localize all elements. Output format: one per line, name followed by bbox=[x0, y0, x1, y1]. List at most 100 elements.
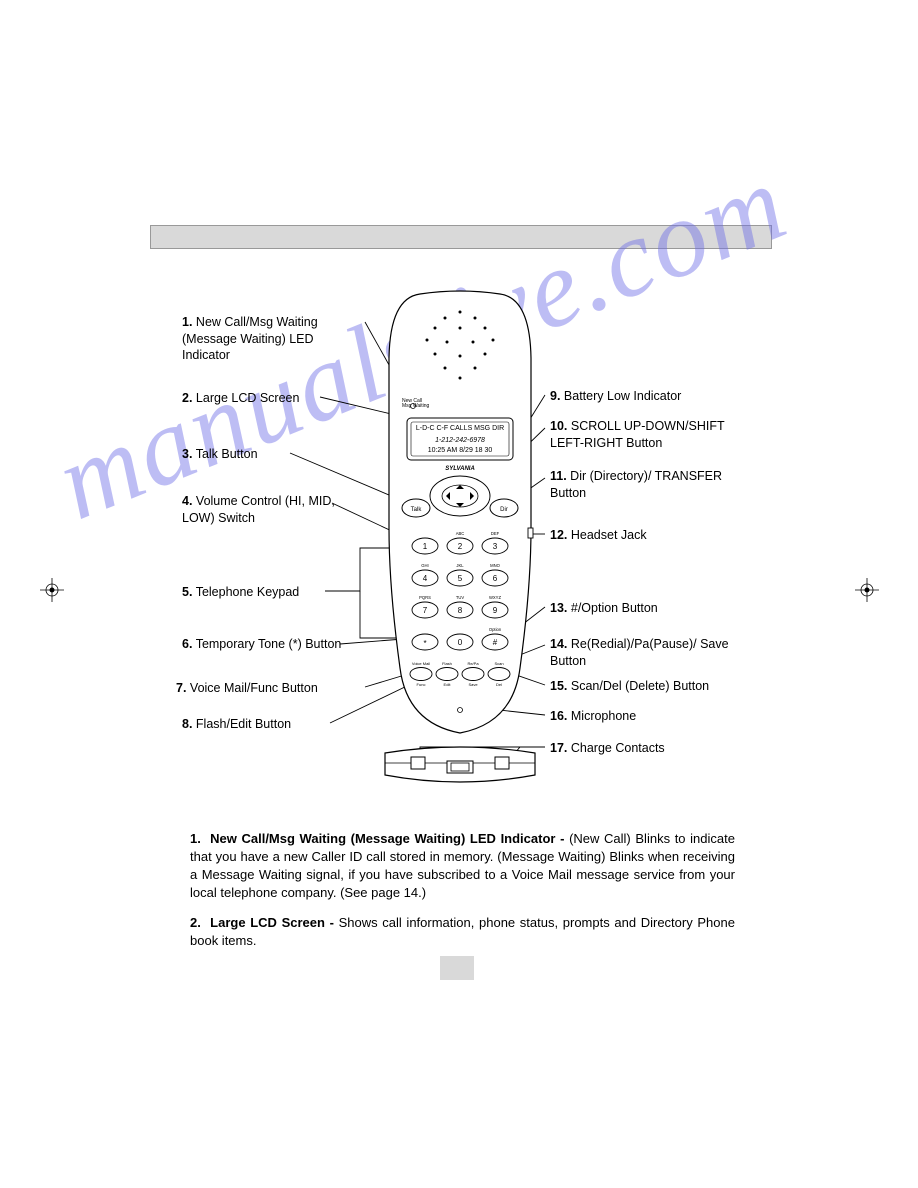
callout-14: 14. Re(Redial)/Pa(Pause)/ Save Button bbox=[550, 636, 760, 669]
callout-num: 15. bbox=[550, 679, 567, 693]
callout-text: Scan/Del (Delete) Button bbox=[571, 679, 709, 693]
svg-text:5: 5 bbox=[458, 574, 463, 583]
callout-num: 7. bbox=[176, 681, 186, 695]
talk-label: Talk bbox=[411, 507, 423, 513]
callout-num: 13. bbox=[550, 601, 567, 615]
callout-7: 7. Voice Mail/Func Button bbox=[176, 680, 366, 697]
callout-text: Dir (Directory)/ TRANSFER Button bbox=[550, 469, 722, 500]
lcd-bottom-line: 10:25 AM 8/29 18 30 bbox=[428, 447, 493, 454]
callout-num: 2. bbox=[182, 391, 192, 405]
callout-num: 8. bbox=[182, 717, 192, 731]
callout-15: 15. Scan/Del (Delete) Button bbox=[550, 678, 760, 695]
brand-label: SYLVANIA bbox=[445, 466, 475, 472]
svg-text:1: 1 bbox=[423, 542, 428, 551]
svg-text:#: # bbox=[493, 638, 498, 647]
desc-title: New Call/Msg Waiting (Message Waiting) L… bbox=[210, 831, 569, 846]
callout-17: 17. Charge Contacts bbox=[550, 740, 760, 757]
callout-10: 10. SCROLL UP-DOWN/SHIFT LEFT-RIGHT Butt… bbox=[550, 418, 760, 451]
callout-text: Talk Button bbox=[196, 447, 258, 461]
svg-text:7: 7 bbox=[423, 606, 428, 615]
desc-num: 2. bbox=[190, 915, 201, 930]
svg-text:Re/Pa: Re/Pa bbox=[467, 661, 479, 666]
callout-num: 4. bbox=[182, 494, 192, 508]
callout-text: Charge Contacts bbox=[571, 741, 665, 755]
callout-3: 3. Talk Button bbox=[182, 446, 362, 463]
callout-5: 5. Telephone Keypad bbox=[182, 584, 362, 601]
svg-text:MNO: MNO bbox=[490, 563, 501, 568]
callout-4: 4. Volume Control (HI, MID, LOW) Switch bbox=[182, 493, 362, 526]
svg-text:Option: Option bbox=[489, 627, 502, 632]
description-item-2: 2. Large LCD Screen - Shows call informa… bbox=[190, 914, 735, 950]
svg-text:4: 4 bbox=[423, 574, 428, 583]
callout-num: 9. bbox=[550, 389, 560, 403]
description-item-1: 1. New Call/Msg Waiting (Message Waiting… bbox=[190, 830, 735, 902]
callout-text: Flash/Edit Button bbox=[196, 717, 291, 731]
callout-1: 1. New Call/Msg Waiting (Message Waiting… bbox=[182, 314, 362, 364]
callout-9: 9. Battery Low Indicator bbox=[550, 388, 750, 405]
svg-text:0: 0 bbox=[458, 638, 463, 647]
svg-text:Del: Del bbox=[496, 682, 502, 687]
lcd-top-line: L-D-C C-F CALLS MSG DIR bbox=[416, 425, 504, 432]
callout-num: 17. bbox=[550, 741, 567, 755]
callout-12: 12. Headset Jack bbox=[550, 527, 760, 544]
callout-2: 2. Large LCD Screen bbox=[182, 390, 362, 407]
callout-text: Large LCD Screen bbox=[196, 391, 300, 405]
callout-text: SCROLL UP-DOWN/SHIFT LEFT-RIGHT Button bbox=[550, 419, 724, 450]
svg-text:2: 2 bbox=[458, 542, 463, 551]
callout-num: 6. bbox=[182, 637, 192, 651]
callout-num: 12. bbox=[550, 528, 567, 542]
header-bar bbox=[150, 225, 772, 249]
callout-num: 16. bbox=[550, 709, 567, 723]
callout-6: 6. Temporary Tone (*) Button bbox=[182, 636, 362, 653]
desc-title: Large LCD Screen - bbox=[210, 915, 338, 930]
desc-num: 1. bbox=[190, 831, 201, 846]
callout-num: 3. bbox=[182, 447, 192, 461]
svg-text:9: 9 bbox=[493, 606, 498, 615]
svg-text:Flash: Flash bbox=[442, 661, 452, 666]
svg-text:3: 3 bbox=[493, 542, 498, 551]
svg-text:TUV: TUV bbox=[456, 595, 465, 600]
callout-text: Volume Control (HI, MID, LOW) Switch bbox=[182, 494, 335, 525]
page-number-box bbox=[440, 956, 474, 980]
svg-text:*: * bbox=[423, 639, 426, 648]
callout-11: 11. Dir (Directory)/ TRANSFER Button bbox=[550, 468, 760, 501]
svg-text:GHI: GHI bbox=[421, 563, 428, 568]
registration-mark-left bbox=[40, 578, 64, 602]
callout-8: 8. Flash/Edit Button bbox=[182, 716, 362, 733]
svg-text:Edit: Edit bbox=[444, 682, 452, 687]
callout-text: Re(Redial)/Pa(Pause)/ Save Button bbox=[550, 637, 729, 668]
labeled-diagram: 1. New Call/Msg Waiting (Message Waiting… bbox=[150, 288, 770, 818]
lcd-number: 1-212-242-6978 bbox=[435, 437, 485, 444]
callout-num: 11. bbox=[550, 469, 567, 483]
svg-text:Func: Func bbox=[417, 682, 426, 687]
callout-num: 1. bbox=[182, 315, 192, 329]
callout-num: 14. bbox=[550, 637, 567, 651]
description-list: 1. New Call/Msg Waiting (Message Waiting… bbox=[190, 830, 735, 962]
registration-mark-right bbox=[855, 578, 879, 602]
callout-text: #/Option Button bbox=[571, 601, 658, 615]
svg-text:8: 8 bbox=[458, 606, 463, 615]
callout-text: Headset Jack bbox=[571, 528, 647, 542]
callout-text: New Call/Msg Waiting (Message Waiting) L… bbox=[182, 315, 318, 362]
callout-text: Voice Mail/Func Button bbox=[190, 681, 318, 695]
svg-text:6: 6 bbox=[493, 574, 498, 583]
svg-text:DEF: DEF bbox=[491, 531, 500, 536]
callout-text: Telephone Keypad bbox=[196, 585, 300, 599]
svg-text:PQRS: PQRS bbox=[419, 595, 431, 600]
callout-num: 5. bbox=[182, 585, 192, 599]
svg-text:Voice Mail: Voice Mail bbox=[412, 661, 430, 666]
callout-num: 10. bbox=[550, 419, 567, 433]
svg-text:WXYZ: WXYZ bbox=[489, 595, 502, 600]
dir-label: Dir bbox=[500, 507, 508, 513]
base-illustration bbox=[375, 743, 545, 798]
svg-text:JKL: JKL bbox=[456, 563, 464, 568]
callout-13: 13. #/Option Button bbox=[550, 600, 760, 617]
callout-text: Microphone bbox=[571, 709, 636, 723]
callout-16: 16. Microphone bbox=[550, 708, 760, 725]
callout-text: Battery Low Indicator bbox=[564, 389, 681, 403]
svg-text:Save: Save bbox=[468, 682, 478, 687]
svg-text:ABC: ABC bbox=[456, 531, 465, 536]
callout-text: Temporary Tone (*) Button bbox=[196, 637, 342, 651]
phone-illustration: New CallMsg Waiting L-D-C C-F CALLS MSG … bbox=[375, 288, 545, 738]
svg-text:Scan: Scan bbox=[494, 661, 503, 666]
